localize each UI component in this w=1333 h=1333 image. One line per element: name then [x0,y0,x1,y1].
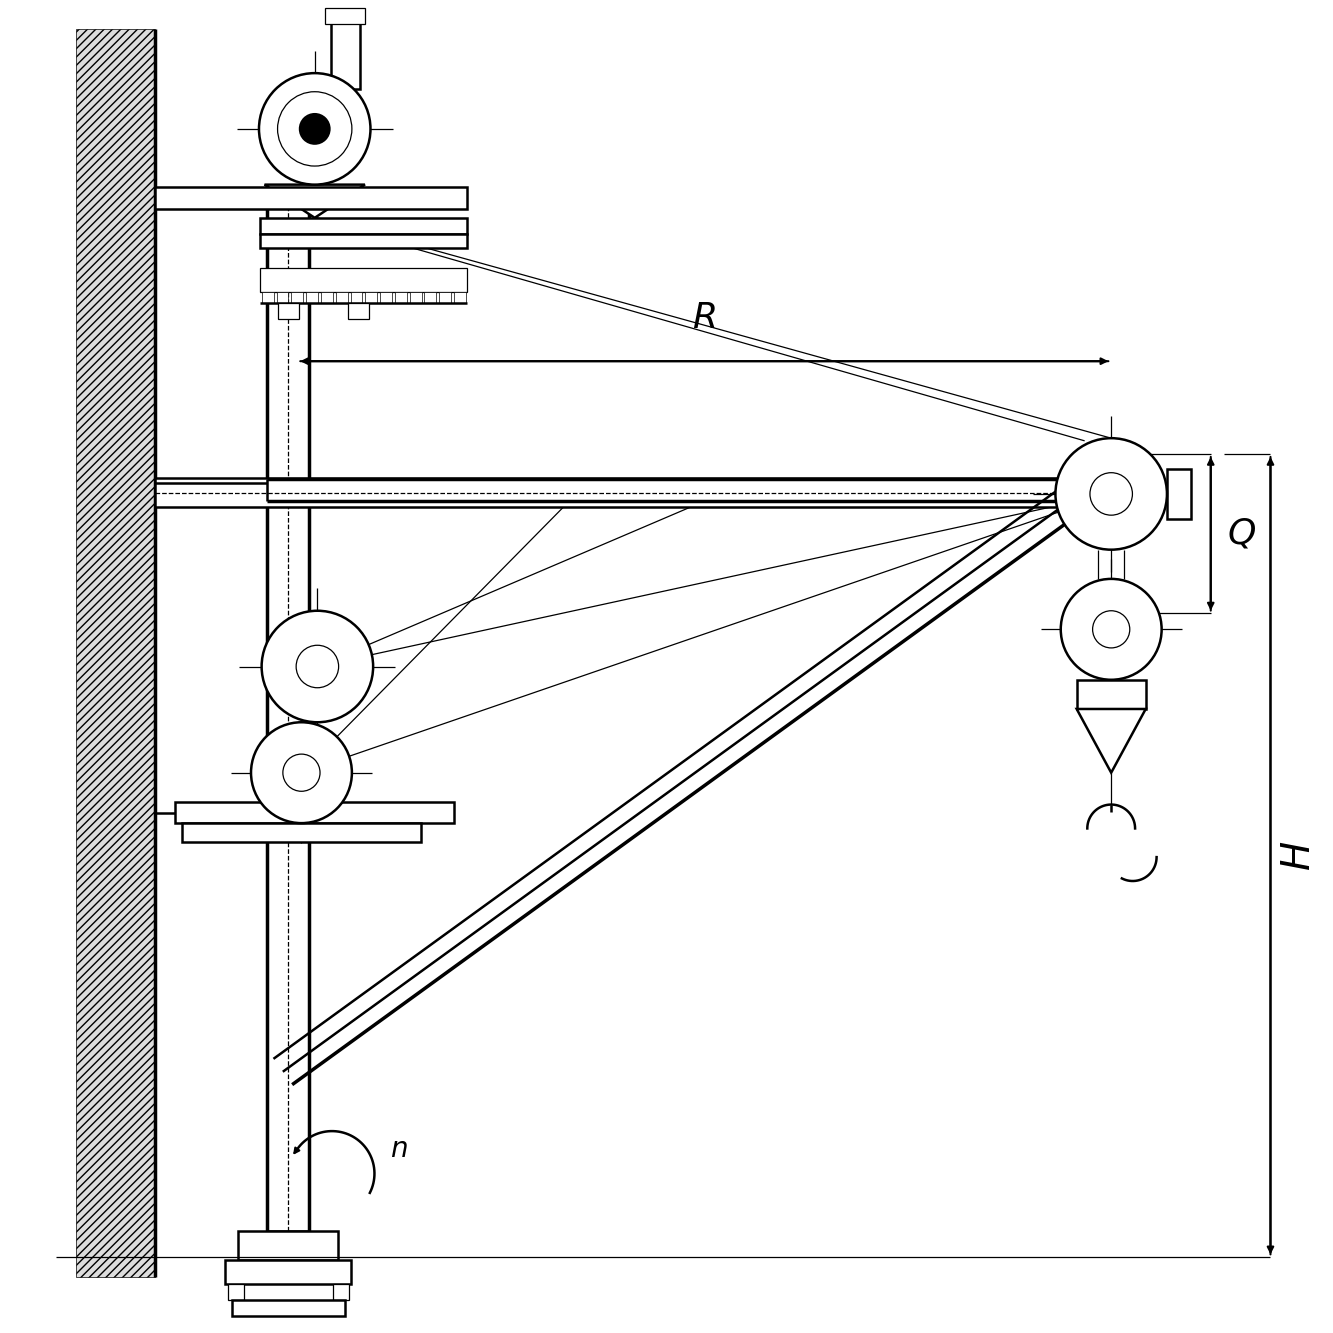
Circle shape [277,92,352,167]
Circle shape [296,645,339,688]
Circle shape [259,73,371,185]
Bar [1166,469,1190,519]
Circle shape [1061,579,1161,680]
Circle shape [283,754,320,792]
Circle shape [299,113,331,145]
Bar [228,1284,244,1300]
Bar [260,233,468,248]
Bar [440,292,451,303]
Bar [351,292,363,303]
Circle shape [1093,611,1130,648]
Bar [409,292,421,303]
Bar [424,292,436,303]
Bar [276,292,288,303]
Text: $H$: $H$ [1281,841,1318,870]
Polygon shape [1077,709,1145,773]
Bar [260,217,468,233]
Bar [455,292,467,303]
Circle shape [1056,439,1166,549]
Bar [239,1230,339,1260]
Bar [156,188,468,208]
Bar [76,29,156,1277]
Bar [225,1260,351,1284]
Bar [333,1284,348,1300]
Bar [277,303,299,319]
Bar [292,292,303,303]
Text: $Q$: $Q$ [1226,517,1256,551]
Bar [267,195,309,1230]
Text: $R$: $R$ [693,301,716,335]
Bar [260,268,468,292]
Circle shape [251,722,352,824]
Bar [331,16,360,89]
Bar [261,292,273,303]
Text: $n$: $n$ [391,1136,408,1162]
Bar [321,292,333,303]
Bar [176,802,455,824]
Bar [156,479,1112,508]
Polygon shape [264,185,365,217]
Circle shape [261,611,373,722]
Bar [365,292,377,303]
Circle shape [1090,473,1133,515]
Bar [395,292,407,303]
Bar [336,292,348,303]
Bar [325,8,365,24]
Bar [348,303,369,319]
Bar [232,1300,345,1316]
Bar [1077,680,1145,709]
Bar [307,292,319,303]
Bar [380,292,392,303]
Bar [183,824,421,841]
